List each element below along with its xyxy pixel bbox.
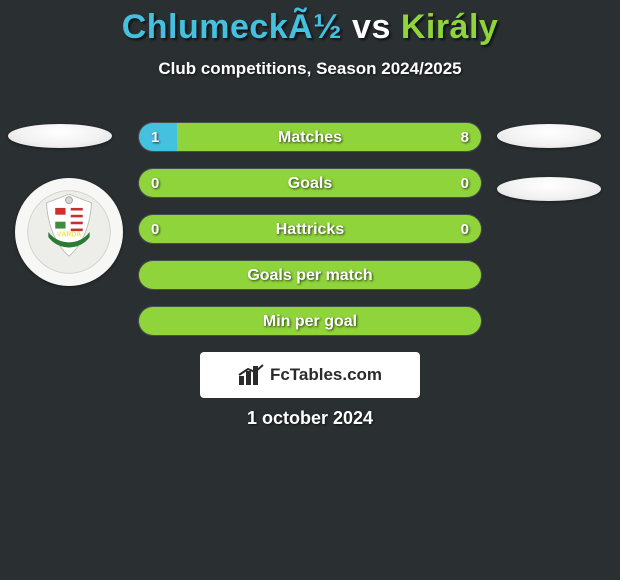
club-left-badge: VÁRDA — [15, 178, 123, 286]
watermark[interactable]: FcTables.com — [200, 352, 420, 398]
stat-row: Min per goal — [138, 306, 482, 336]
comparison-date: 1 october 2024 — [0, 408, 620, 429]
stat-label: Min per goal — [139, 307, 481, 335]
club-crest-icon: VÁRDA — [26, 189, 112, 275]
club-right-avatar-placeholder — [497, 177, 601, 201]
player-right-name: Király — [401, 8, 499, 46]
title-vs: vs — [342, 8, 401, 46]
stat-value-right: 8 — [461, 123, 469, 151]
player-left-name: ChlumeckÃ½ — [122, 8, 342, 46]
stat-label: Goals per match — [139, 261, 481, 289]
stat-value-right: 0 — [461, 215, 469, 243]
player-right-avatar-placeholder — [497, 124, 601, 148]
svg-text:VÁRDA: VÁRDA — [57, 229, 81, 238]
stat-row: Hattricks0 0 — [138, 214, 482, 244]
player-left-avatar-placeholder — [8, 124, 112, 148]
stat-value-left: 0 — [151, 215, 159, 243]
watermark-text: FcTables.com — [270, 365, 382, 385]
comparison-title: ChlumeckÃ½ vs Király — [0, 0, 620, 47]
stat-label: Goals — [139, 169, 481, 197]
stat-value-left: 0 — [151, 169, 159, 197]
stat-row: Matches1 8 — [138, 122, 482, 152]
stat-value-left: 1 — [151, 123, 159, 151]
comparison-subtitle: Club competitions, Season 2024/2025 — [0, 59, 620, 79]
stat-value-right: 0 — [461, 169, 469, 197]
stat-row: Goals per match — [138, 260, 482, 290]
stat-label: Matches — [139, 123, 481, 151]
stat-row: Goals0 0 — [138, 168, 482, 198]
bars-icon — [238, 364, 264, 386]
stat-label: Hattricks — [139, 215, 481, 243]
stats-container: Matches18Goals00Hattricks00Goals per mat… — [138, 122, 482, 352]
